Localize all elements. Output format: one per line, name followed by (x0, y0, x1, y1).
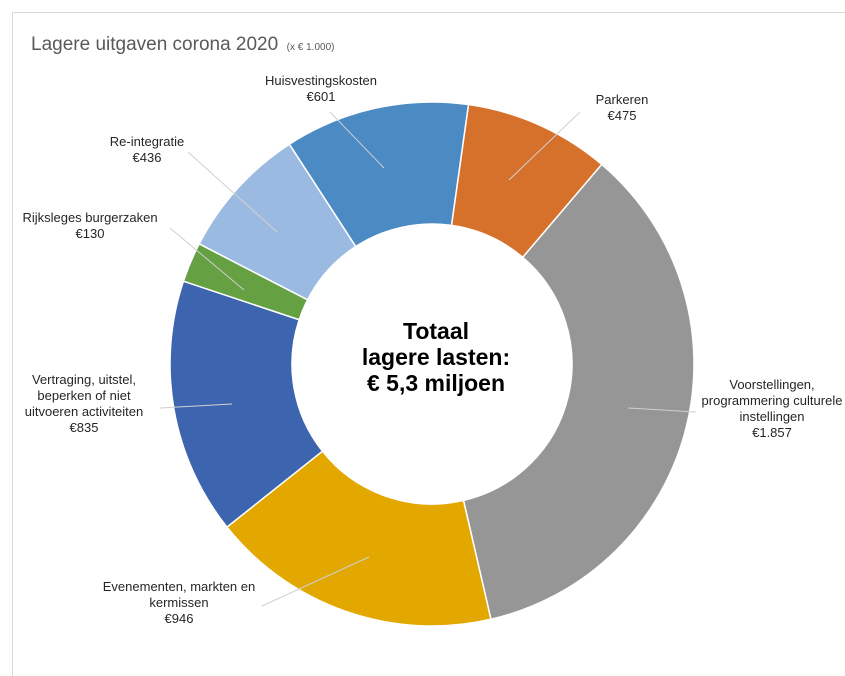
leader-line (329, 111, 385, 169)
chart-title: Lagere uitgaven corona 2020 (31, 34, 279, 55)
data-label: Re-integratie €436 (110, 134, 184, 165)
data-label: Huisvestingskosten €601 (265, 73, 377, 104)
slice-huisvestingskosten (288, 101, 470, 248)
data-label: Evenementen, markten en kermissen €946 (103, 579, 255, 626)
leader-line (159, 403, 233, 409)
data-label: Voorstellingen, programmering culturele in… (702, 377, 843, 440)
data-label: Rijksleges burgerzaken €130 (22, 210, 157, 241)
chart-subtitle: (x € 1.000) (286, 42, 335, 53)
chart-title-block: Lagere uitgaven corona 2020 (x € 1.000) (31, 34, 334, 56)
data-label: Vertraging, uitstel, beperken of niet uitv… (25, 372, 144, 435)
data-label: Parkeren €475 (596, 92, 649, 123)
chart-area (12, 12, 845, 676)
slice-vertraging-uitstel-beperken-of-niet-uitvoeren-activiteiten (169, 280, 324, 529)
leader-line (187, 151, 278, 233)
leader-line (169, 227, 245, 291)
leader-line (261, 556, 370, 607)
center-total-label: Totaal lagere lasten: € 5,3 miljoen (362, 318, 510, 396)
leader-line (508, 111, 581, 181)
slice-voorstellingen-programmering-culturele-instellingen (462, 163, 695, 621)
leader-line (627, 407, 697, 413)
slice-evenementen-markten-en-kermissen (225, 450, 492, 627)
